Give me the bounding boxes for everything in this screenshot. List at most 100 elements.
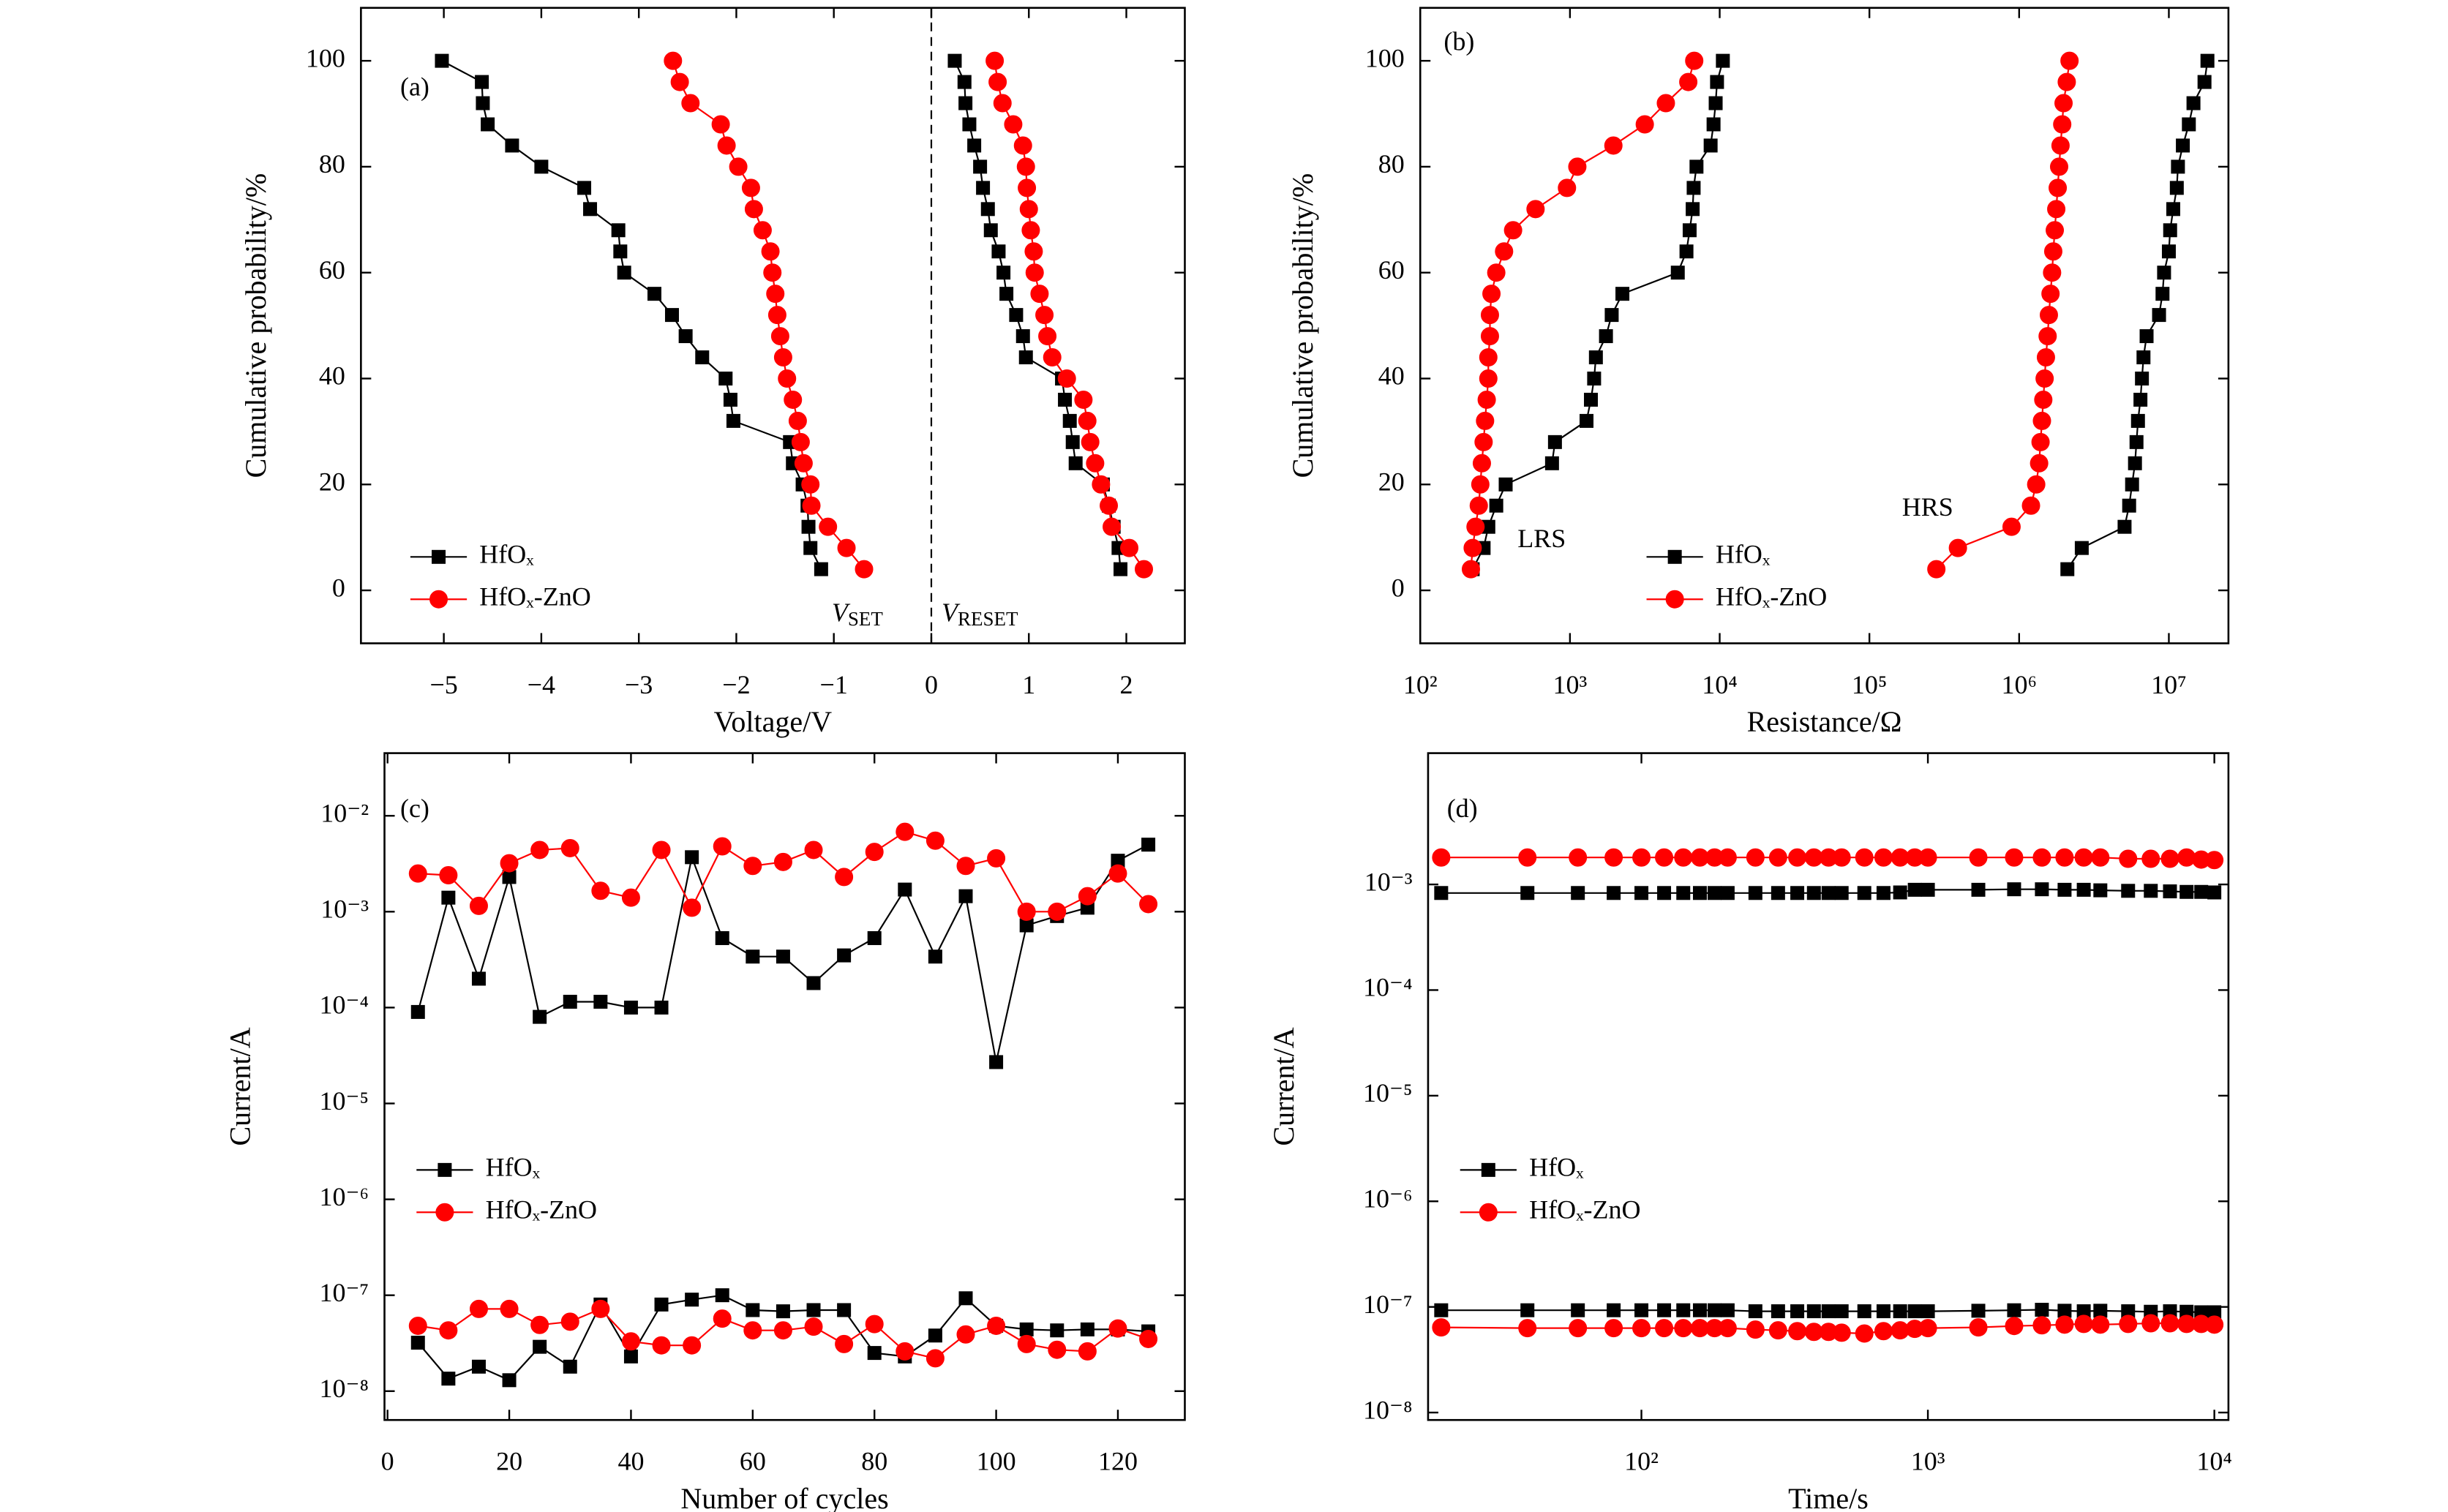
marker xyxy=(2160,849,2179,868)
x-axis-title: Number of cycles xyxy=(680,1482,888,1512)
marker xyxy=(1103,517,1122,536)
marker xyxy=(958,889,973,903)
marker xyxy=(958,1291,973,1306)
marker xyxy=(1692,1303,1707,1317)
marker xyxy=(2055,1315,2074,1334)
marker xyxy=(867,930,882,945)
marker xyxy=(855,560,874,579)
marker xyxy=(1062,413,1077,428)
marker xyxy=(2119,1314,2138,1334)
marker xyxy=(1635,115,1654,134)
marker xyxy=(1017,902,1036,921)
legend-label: HfOₓ xyxy=(1716,540,1771,569)
marker xyxy=(1048,1340,1067,1359)
marker xyxy=(1479,369,1498,388)
marker xyxy=(996,266,1011,280)
marker xyxy=(1558,178,1577,198)
legend-label: HfOₓ-ZnO xyxy=(1529,1195,1640,1225)
marker xyxy=(2057,882,2072,897)
marker xyxy=(1495,242,1514,261)
marker xyxy=(2136,350,2151,365)
marker xyxy=(1679,72,1698,91)
marker xyxy=(1604,308,1619,323)
marker xyxy=(435,53,449,68)
marker xyxy=(1058,392,1073,407)
marker xyxy=(1471,475,1490,494)
y-tick-label: 10⁻² xyxy=(320,798,369,827)
marker xyxy=(804,1317,823,1336)
x-tick-label: −1 xyxy=(820,670,848,699)
marker xyxy=(654,1297,669,1312)
marker xyxy=(2121,884,2136,898)
marker xyxy=(408,1316,427,1335)
marker xyxy=(1604,136,1623,155)
y-tick-label: 0 xyxy=(1392,573,1405,602)
marker xyxy=(1487,263,1506,282)
marker xyxy=(2179,884,2194,899)
marker xyxy=(1876,886,1891,900)
y-tick-label: 10⁻³ xyxy=(320,895,369,924)
marker xyxy=(623,1349,638,1364)
x-axis-title: Time/s xyxy=(1788,1482,1869,1512)
marker xyxy=(664,308,679,323)
y-tick-label: 10⁻⁵ xyxy=(320,1086,369,1116)
panel-label: (a) xyxy=(400,72,429,102)
marker xyxy=(1518,1319,1537,1338)
marker xyxy=(956,857,975,876)
marker xyxy=(711,115,730,134)
panel-label: (c) xyxy=(400,794,429,823)
marker xyxy=(715,930,729,945)
panel-label: (b) xyxy=(1443,26,1474,56)
marker xyxy=(1893,885,1907,900)
x-tick-label: 10⁶ xyxy=(2002,670,2038,699)
marker xyxy=(439,865,458,884)
marker xyxy=(1821,1304,1836,1319)
marker xyxy=(611,223,626,238)
marker xyxy=(2129,435,2144,449)
marker xyxy=(683,1336,702,1355)
marker xyxy=(980,202,995,217)
marker xyxy=(958,96,973,110)
series-line xyxy=(672,60,1145,570)
marker xyxy=(2091,848,2110,867)
x-tick-label: 10³ xyxy=(1911,1447,1945,1476)
marker xyxy=(1518,848,1537,867)
marker xyxy=(670,72,689,91)
marker xyxy=(1120,538,1139,557)
marker xyxy=(1788,1322,1807,1341)
marker xyxy=(2032,1316,2051,1335)
marker xyxy=(928,949,942,964)
legend-marker xyxy=(1665,590,1684,609)
marker xyxy=(983,223,998,238)
marker xyxy=(481,117,495,132)
marker xyxy=(1080,1322,1095,1336)
marker xyxy=(2036,348,2055,367)
marker xyxy=(2093,883,2108,898)
marker xyxy=(654,1000,669,1015)
marker xyxy=(1580,413,1594,428)
marker xyxy=(967,138,982,153)
marker xyxy=(2032,411,2051,430)
marker xyxy=(1503,221,1523,240)
marker xyxy=(2027,475,2046,494)
legend-label: HfOₓ xyxy=(1529,1153,1584,1182)
marker xyxy=(1746,848,1765,867)
marker xyxy=(1790,886,1805,900)
marker xyxy=(2161,244,2176,259)
marker xyxy=(1569,848,1588,867)
marker xyxy=(2057,72,2076,91)
marker xyxy=(1607,1303,1621,1317)
plot-frame xyxy=(360,7,1186,644)
marker xyxy=(1009,308,1024,323)
marker xyxy=(1482,285,1501,304)
marker xyxy=(1019,200,1038,219)
series-line xyxy=(1471,60,2209,570)
legend-label: HfOₓ-ZnO xyxy=(1716,582,1827,611)
marker xyxy=(784,390,803,409)
marker xyxy=(623,1000,638,1015)
marker xyxy=(2049,178,2068,198)
x-tick-label: 0 xyxy=(925,670,938,699)
panel: 10² 10³ 10⁴ 10⁻⁸ 10⁻⁷ 10⁻⁶ 10⁻⁵ 10⁻⁴ 10⁻³ (d) Time… xyxy=(1267,752,2232,1512)
marker xyxy=(2007,1303,2021,1317)
marker xyxy=(1111,854,1125,868)
